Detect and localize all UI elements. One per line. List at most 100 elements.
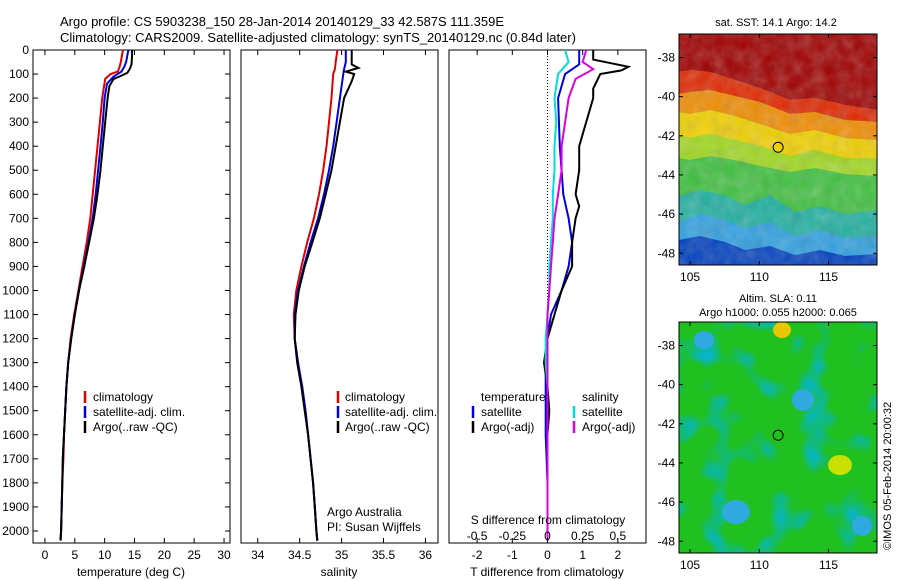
sla-map-title: Altim. SLA: 0.11 bbox=[739, 293, 817, 305]
latitude-tick-label: -44 bbox=[658, 456, 676, 470]
longitude-tick-label: 110 bbox=[750, 270, 769, 284]
series-line-0 bbox=[544, 50, 581, 541]
s-difference-tick-labels: -0.5 -0.25 0 0.25 0.5 bbox=[467, 529, 627, 543]
difference-legend-temperature: temperature satellite Argo(-adj) bbox=[471, 390, 546, 434]
header-line-2: Climatology: CARS2009. Satellite-adjuste… bbox=[60, 30, 576, 45]
legend-heading-salinity: salinity bbox=[582, 390, 619, 404]
longitude-tick-label: 105 bbox=[680, 270, 700, 284]
temperature-lines bbox=[59, 49, 134, 541]
annotation-pi: PI: Susan Wijffels bbox=[327, 520, 421, 534]
depth-tick-label: 1600 bbox=[2, 428, 29, 442]
depth-tick-label: 0 bbox=[22, 43, 29, 57]
latitude-tick-label: -38 bbox=[658, 50, 676, 64]
legend-label-argo: Argo(..raw -QC) bbox=[345, 420, 430, 434]
sla-latitude-tick-labels: -38 -40 -42 -44 -46 -48 bbox=[658, 338, 877, 548]
depth-tick-label: 300 bbox=[9, 115, 29, 129]
depth-tick-label: 1800 bbox=[2, 476, 29, 490]
longitude-tick-label: 115 bbox=[819, 558, 838, 572]
sst-map-panel: sat. SST: 14.1 Argo: 14.2 -38 -40 -42 -44 -4… bbox=[658, 17, 878, 284]
x-tick-label: -1 bbox=[507, 548, 518, 562]
annotation-argo-australia: Argo Australia bbox=[327, 505, 402, 519]
depth-tick-label: 1500 bbox=[2, 404, 29, 418]
sla-blob bbox=[722, 500, 750, 524]
sst-latitude-tick-labels: -38 -40 -42 -44 -46 -48 bbox=[658, 50, 877, 260]
latitude-tick-label: -48 bbox=[658, 246, 676, 260]
depth-tick-label: 1200 bbox=[2, 332, 29, 346]
x-tick-label: 1 bbox=[579, 548, 586, 562]
depth-tick-label: 700 bbox=[9, 211, 29, 225]
longitude-tick-label: 105 bbox=[680, 558, 700, 572]
sla-blob-warm bbox=[828, 455, 852, 475]
s-difference-tick-label: -0.25 bbox=[499, 529, 527, 543]
legend-label-argo: Argo(..raw -QC) bbox=[93, 420, 178, 434]
depth-tick-label: 1900 bbox=[2, 500, 29, 514]
sla-blob bbox=[792, 389, 814, 411]
x-tick-label: 35.5 bbox=[372, 548, 396, 562]
x-tick-label: 0 bbox=[544, 548, 551, 562]
legend-label-t-argo: Argo(-adj) bbox=[481, 420, 534, 434]
x-tick-label: 15 bbox=[128, 548, 142, 562]
depth-tick-label: 500 bbox=[9, 163, 29, 177]
depth-tick-label: 400 bbox=[9, 139, 29, 153]
depth-tick-label: 1400 bbox=[2, 380, 29, 394]
salinity-tick-labels: 34 34.5 35 35.5 36 bbox=[251, 50, 432, 562]
temperature-legend: climatology satellite-adj. clim. Argo(..… bbox=[83, 390, 185, 434]
t-difference-tick-labels: -2 -1 0 1 2 bbox=[472, 50, 622, 562]
temperature-tick-labels: 0 5 10 15 20 25 30 bbox=[42, 50, 231, 562]
legend-heading-temperature: temperature bbox=[481, 390, 546, 404]
latitude-tick-label: -42 bbox=[658, 129, 676, 143]
salinity-lines bbox=[292, 49, 362, 541]
imos-credit: ©IMOS 05-Feb-2014 20:00:32 bbox=[882, 402, 894, 550]
argo-location-marker bbox=[772, 141, 784, 153]
x-tick-label: 0 bbox=[42, 548, 49, 562]
sla-blob bbox=[694, 331, 714, 349]
latitude-tick-label: -48 bbox=[658, 534, 676, 548]
sla-longitude-tick-labels: 105 110 115 bbox=[680, 322, 838, 572]
series-line-1 bbox=[542, 50, 632, 541]
latitude-tick-label: -46 bbox=[658, 207, 676, 221]
latitude-tick-label: -44 bbox=[658, 168, 676, 182]
x-tick-label: 35 bbox=[335, 548, 349, 562]
latitude-tick-label: -40 bbox=[658, 378, 676, 392]
sla-map-panel: Altim. SLA: 0.11 Argo h1000: 0.055 h2000… bbox=[658, 293, 878, 572]
t-difference-x-label: T difference from climatology bbox=[470, 565, 624, 579]
salinity-x-label: salinity bbox=[321, 565, 358, 579]
depth-tick-label: 200 bbox=[9, 91, 29, 105]
sla-map-subtitle: Argo h1000: 0.055 h2000: 0.065 bbox=[699, 307, 857, 319]
sla-blob bbox=[852, 516, 872, 536]
x-tick-label: 20 bbox=[158, 548, 172, 562]
temperature-panel: 0100200300400500600700800900100011001200… bbox=[2, 43, 646, 579]
sst-map-title: sat. SST: 14.1 Argo: 14.2 bbox=[715, 17, 837, 29]
latitude-tick-label: -42 bbox=[658, 417, 676, 431]
salinity-panel: 34 34.5 35 35.5 36 climatology satellite-adj… bbox=[240, 49, 439, 579]
depth-tick-label: 1300 bbox=[2, 356, 29, 370]
s-difference-tick-label: 0.5 bbox=[610, 529, 627, 543]
salinity-legend: climatology satellite-adj. clim. Argo(..… bbox=[336, 390, 437, 434]
latitude-tick-label: -46 bbox=[658, 495, 676, 509]
temperature-axes-frame bbox=[32, 49, 231, 544]
depth-tick-label: 1700 bbox=[2, 452, 29, 466]
depth-tick-label: 800 bbox=[9, 235, 29, 249]
legend-label-climatology: climatology bbox=[345, 390, 405, 404]
latitude-tick-label: -38 bbox=[658, 338, 676, 352]
x-tick-label: 34.5 bbox=[288, 548, 312, 562]
sst-longitude-tick-labels: 105 110 115 bbox=[680, 34, 838, 284]
s-difference-tick-label: 0.25 bbox=[571, 529, 595, 543]
depth-tick-label: 900 bbox=[9, 259, 29, 273]
depth-tick-label: 1100 bbox=[3, 308, 29, 322]
legend-label-t-satellite: satellite bbox=[481, 405, 522, 419]
x-tick-label: 25 bbox=[188, 548, 202, 562]
x-tick-label: -2 bbox=[472, 548, 483, 562]
x-tick-label: 34 bbox=[251, 548, 265, 562]
depth-tick-label: 100 bbox=[9, 67, 29, 81]
s-difference-tick-label: -0.5 bbox=[467, 529, 488, 543]
difference-legend-salinity: salinity satellite Argo(-adj) bbox=[572, 390, 635, 434]
legend-label-climatology: climatology bbox=[93, 390, 153, 404]
x-tick-label: 10 bbox=[98, 548, 112, 562]
depth-tick-label: 600 bbox=[9, 187, 29, 201]
sla-map-frame bbox=[678, 321, 878, 554]
s-difference-x-label: S difference from climatology bbox=[471, 513, 626, 527]
series-line-2 bbox=[59, 50, 134, 541]
